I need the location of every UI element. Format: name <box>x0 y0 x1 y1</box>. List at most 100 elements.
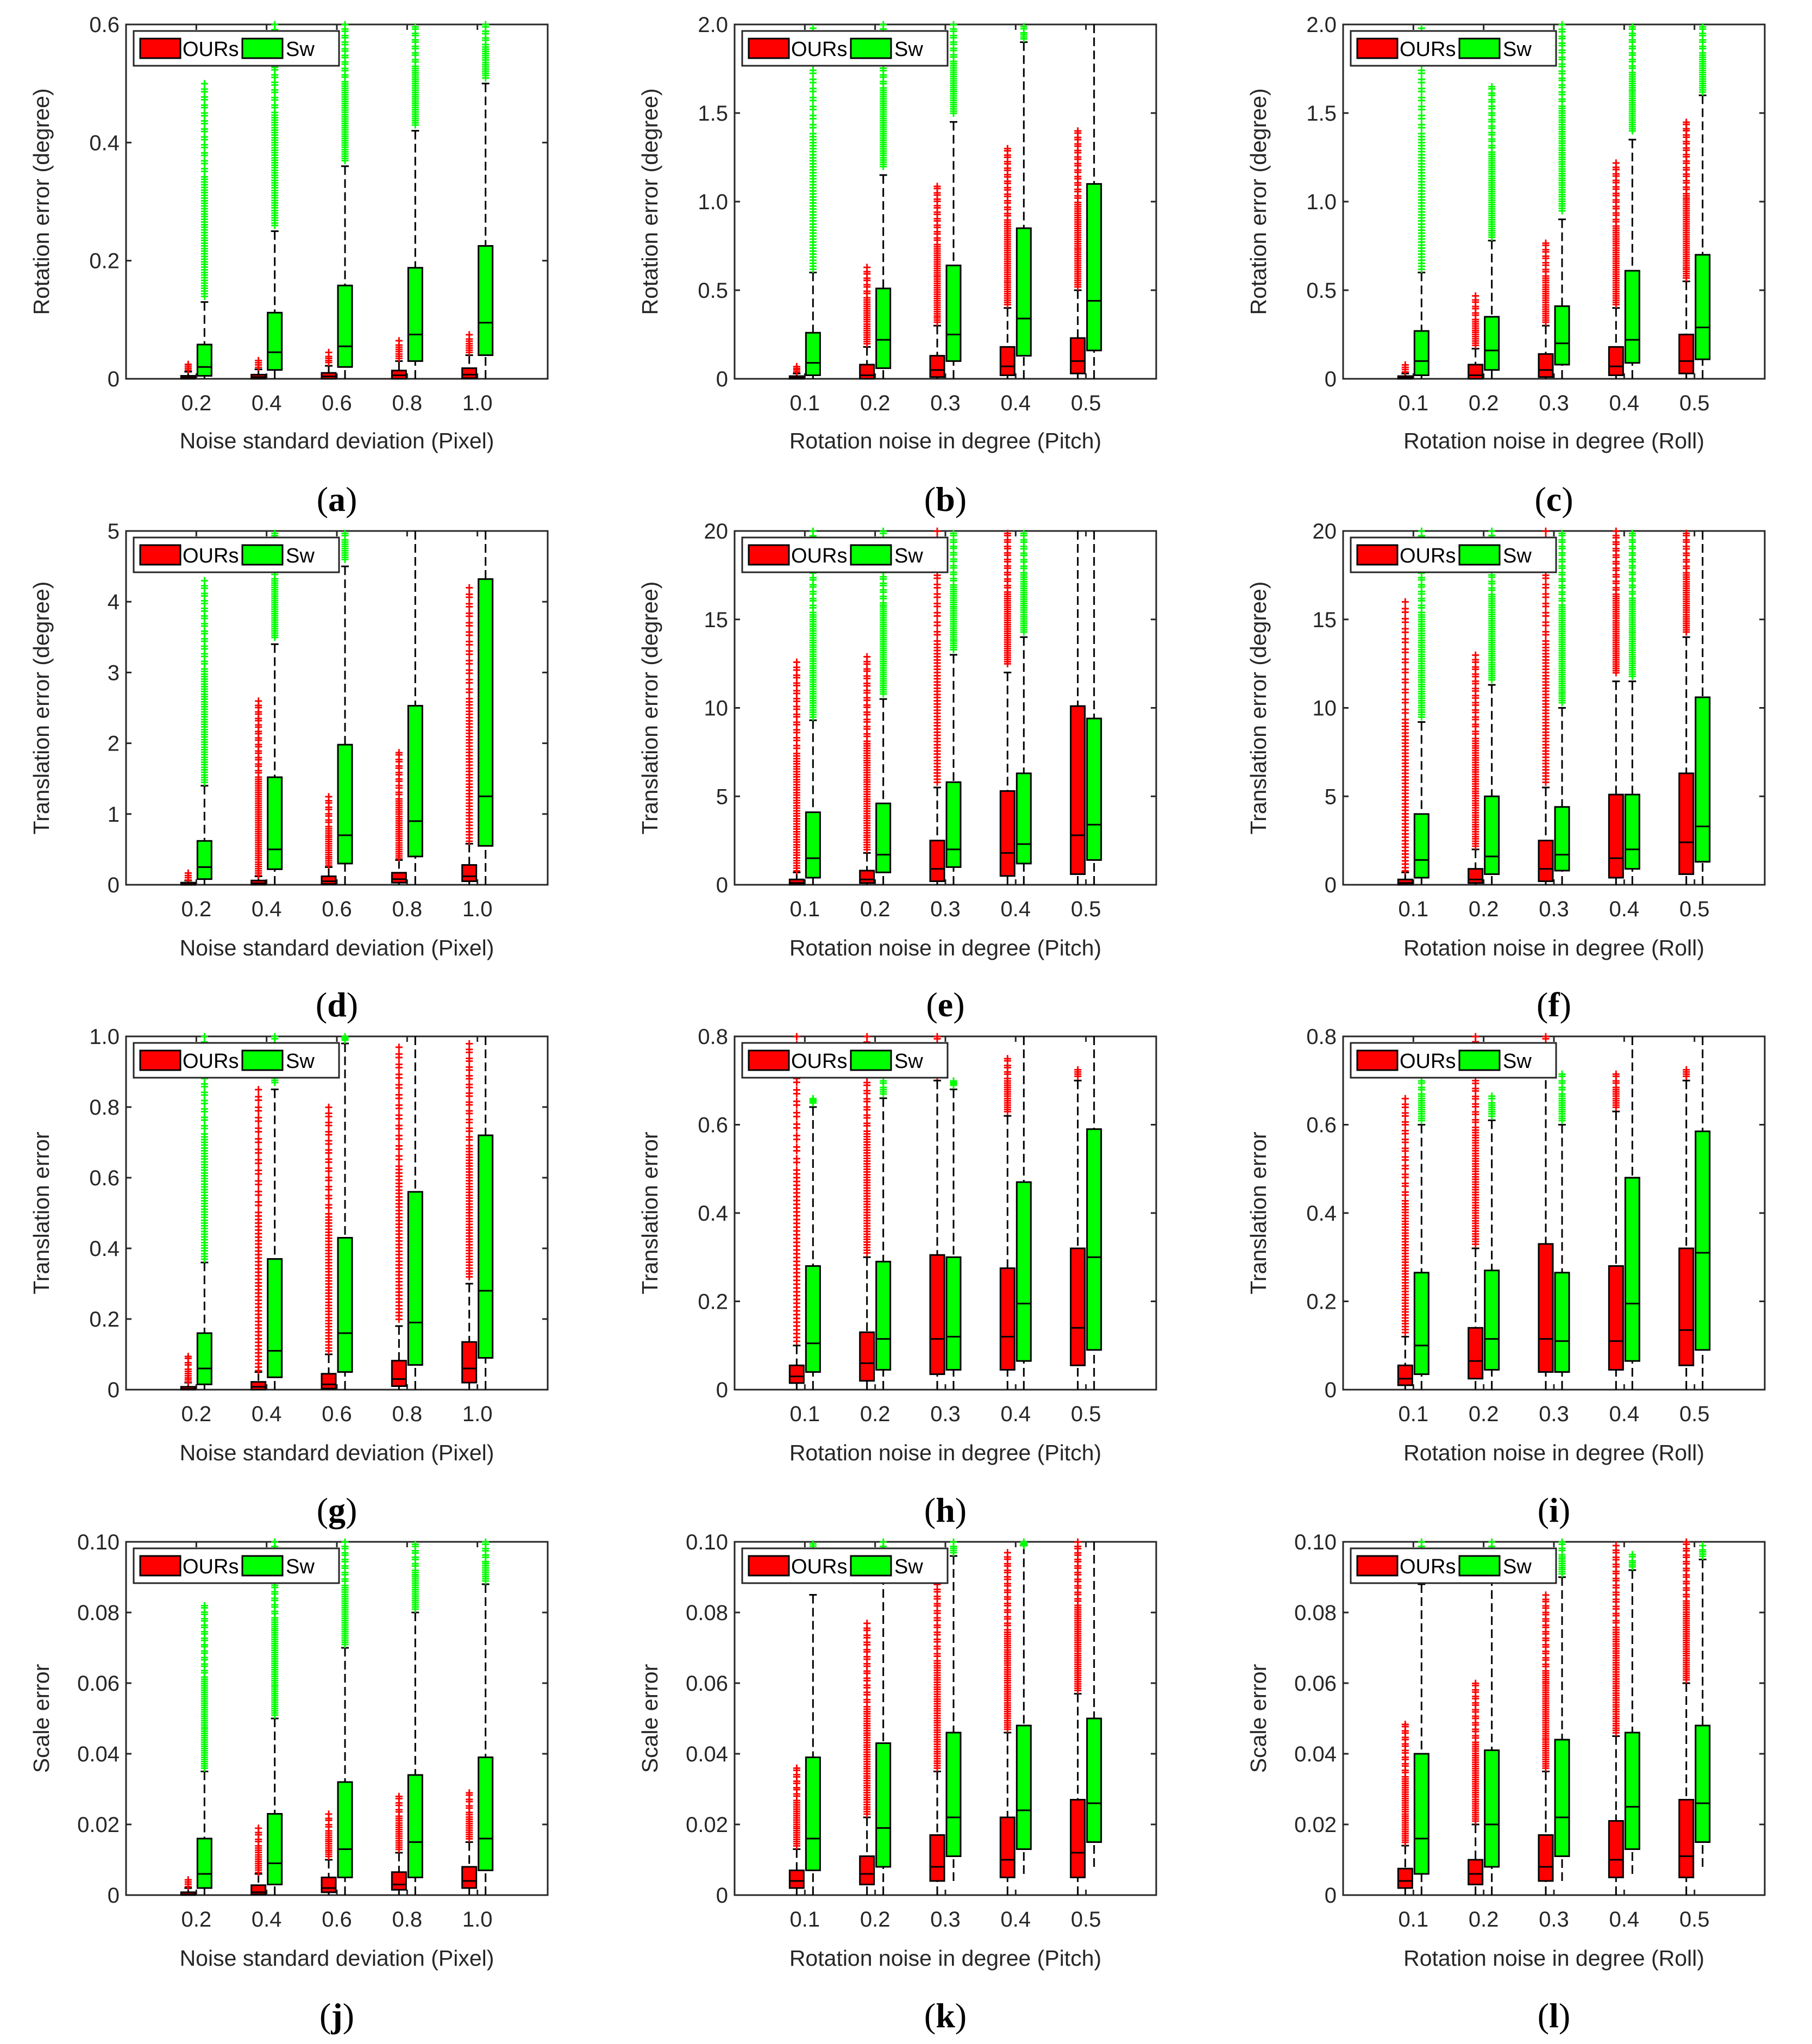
box-iqr <box>1413 330 1429 376</box>
outlier-point: + <box>324 348 333 364</box>
outlier-point: + <box>200 246 209 262</box>
outlier-point: + <box>1004 140 1012 157</box>
outlier-point: + <box>1558 525 1566 541</box>
x-tick-label: 0.8 <box>392 1908 423 1932</box>
y-tick-label: 1 <box>108 803 120 827</box>
legend-swatch-sw <box>1458 1049 1501 1071</box>
outlier-point: + <box>200 277 209 293</box>
outlier-point: + <box>324 350 333 366</box>
y-tick-label: 0.6 <box>89 13 120 37</box>
panel-e: 0 5 10 15 20 0.1 0.2 0.3 0.4 0.5 Rotation noise in… <box>637 520 1157 1024</box>
box-iqr <box>1608 793 1624 879</box>
y-tick-label: 0 <box>716 873 728 897</box>
legend-label-sw: Sw <box>286 545 315 567</box>
outlier-point: + <box>324 1806 333 1822</box>
x-tick-label: 0.3 <box>1539 897 1569 921</box>
y-axis-label: Rotation error (degree) <box>1246 88 1271 315</box>
outlier-point: + <box>1004 1545 1012 1561</box>
box-iqr <box>945 1256 962 1371</box>
outlier-point: + <box>1004 1051 1012 1067</box>
y-tick-label: 0.04 <box>686 1742 728 1766</box>
outlier-point: + <box>200 198 209 214</box>
legend-swatch-sw <box>1458 37 1501 59</box>
outlier-point: + <box>184 362 192 378</box>
y-tick-label: 4 <box>108 590 120 614</box>
outlier-point: + <box>341 1028 349 1045</box>
x-tick-label: 0.2 <box>860 1908 891 1932</box>
legend-swatch-sw <box>850 544 892 566</box>
box-iqr <box>478 245 494 357</box>
y-tick-label: 3 <box>108 661 120 685</box>
y-tick-label: 0 <box>108 1378 120 1402</box>
y-tick-label: 15 <box>704 608 729 632</box>
x-tick-label: 0.1 <box>1399 897 1429 921</box>
caption-paren: ( <box>317 480 328 518</box>
y-tick-label: 0.2 <box>89 249 120 273</box>
y-tick-label: 0.08 <box>686 1601 728 1625</box>
outlier-point: + <box>863 1615 871 1632</box>
outlier-point: + <box>200 182 209 198</box>
outlier-point: + <box>1558 16 1566 33</box>
legend-label-ours: OURs <box>183 38 239 61</box>
outlier-point: + <box>933 178 941 194</box>
box-iqr <box>999 1267 1015 1371</box>
y-tick-label: 20 <box>1313 520 1337 543</box>
x-axis-label: Noise standard deviation (Pixel) <box>180 1946 494 1971</box>
outlier-point: + <box>200 283 209 299</box>
legend-swatch-ours <box>748 544 790 566</box>
caption-letter: j <box>330 1996 342 2035</box>
outlier-point: + <box>395 341 403 358</box>
box-ours-0.4: ++++ <box>250 352 267 380</box>
y-tick-label: 0 <box>1325 1378 1337 1402</box>
x-axis-label: Rotation noise in degree (Pitch) <box>789 428 1101 453</box>
y-tick-label: 0.8 <box>1306 1025 1337 1049</box>
box-iqr <box>407 1774 423 1878</box>
box-iqr <box>1624 1177 1640 1362</box>
outlier-point: + <box>200 147 209 164</box>
box-sw-0.2: ++++++++++++++++++++++++++++++++++++++++… <box>196 76 212 379</box>
panel-caption: (g) <box>317 1491 358 1529</box>
box-iqr <box>945 264 962 362</box>
box-iqr <box>461 1866 478 1889</box>
outlier-point: + <box>200 112 209 129</box>
outlier-point: + <box>200 219 209 235</box>
box-iqr <box>391 1360 407 1387</box>
box-iqr <box>788 878 805 886</box>
box-iqr <box>929 840 945 882</box>
x-tick-label: 0.4 <box>252 1908 282 1932</box>
legend: OURs Sw <box>133 1547 340 1584</box>
x-tick-label: 1.0 <box>462 1402 493 1426</box>
box-iqr <box>1086 717 1102 861</box>
outlier-point: + <box>200 174 209 190</box>
outlier-point: + <box>200 211 209 227</box>
box-iqr <box>1015 1724 1032 1850</box>
outlier-point: + <box>200 152 209 168</box>
legend-label-ours: OURs <box>183 545 239 567</box>
caption-paren: ) <box>1559 1491 1570 1529</box>
caption-paren: ( <box>926 985 937 1024</box>
box-ours-1.0: ++++++++ <box>461 327 478 379</box>
y-tick-label: 2.0 <box>1306 13 1337 37</box>
x-tick-label: 0.2 <box>1469 391 1499 415</box>
outlier-point: + <box>254 1082 262 1098</box>
outlier-point: + <box>200 176 209 192</box>
outlier-point: + <box>200 107 209 123</box>
box-iqr <box>337 284 353 368</box>
legend-label-sw: Sw <box>1503 545 1532 567</box>
x-axis-label: Rotation noise in degree (Pitch) <box>789 1440 1101 1465</box>
x-tick-label: 0.1 <box>790 1908 820 1932</box>
outlier-point: + <box>200 139 209 155</box>
outlier-point: + <box>200 274 209 291</box>
y-axis-label: Translation error (degree) <box>29 582 54 835</box>
box-iqr <box>267 776 283 870</box>
outlier-point: + <box>200 128 209 145</box>
box-iqr <box>391 872 407 884</box>
outlier-point: + <box>254 1820 262 1836</box>
outlier-point: + <box>324 788 333 804</box>
y-tick-label: 2.0 <box>698 13 728 37</box>
outlier-point: + <box>200 251 209 267</box>
y-axis-label: Translation error <box>637 1132 662 1294</box>
x-tick-label: 0.3 <box>930 391 961 415</box>
legend-label-ours: OURs <box>1400 545 1456 567</box>
